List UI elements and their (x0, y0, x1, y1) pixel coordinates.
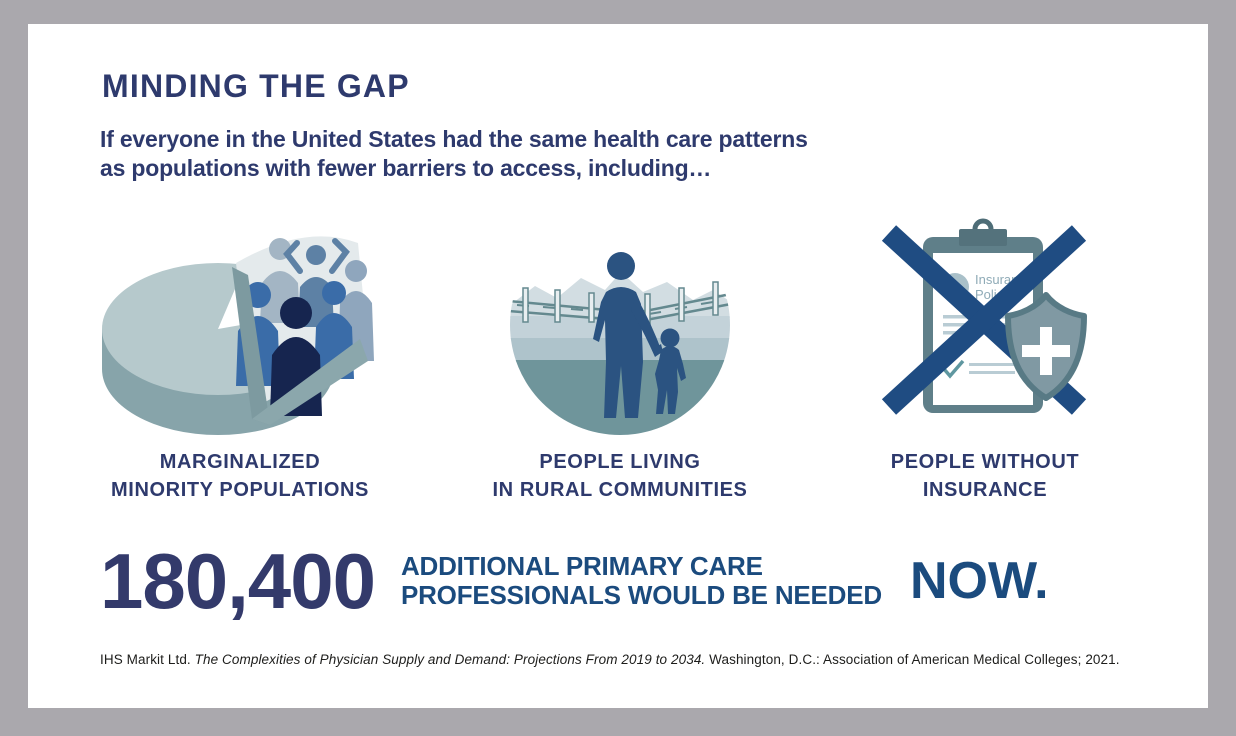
citation-prefix: IHS Markit Ltd. (100, 652, 195, 667)
stat-description: ADDITIONAL PRIMARY CARE PROFESSIONALS WO… (400, 551, 882, 610)
subtitle-line-1: If everyone in the United States had the… (100, 126, 808, 152)
pie-chart-population-slice-icon (102, 235, 376, 435)
child-figure (652, 328, 686, 414)
page-title: MINDING THE GAP (102, 68, 410, 104)
subtitle: If everyone in the United States had the… (100, 125, 808, 183)
rural-landscape-family-icon (510, 215, 730, 435)
statistic-row: 180,400 ADDITIONAL PRIMARY CARE PROFESSI… (100, 542, 1049, 620)
group-label: MARGINALIZED MINORITY POPULATIONS (111, 451, 369, 501)
citation-suffix: Washington, D.C.: Association of America… (705, 652, 1120, 667)
group-marginalized-minority: MARGINALIZED MINORITY POPULATIONS (70, 210, 410, 504)
stat-number: 180,400 (100, 537, 376, 625)
group-label: PEOPLE LIVING IN RURAL COMMUNITIES (492, 451, 748, 501)
fence-left (510, 287, 608, 323)
group-rural-communities: PEOPLE LIVING IN RURAL COMMUNITIES (450, 210, 790, 504)
infographic-card: MINDING THE GAP If everyone in the Unite… (28, 24, 1208, 708)
crossed-out-insurance-policy-icon: Insurance Policy (881, 218, 1087, 415)
adult-figure (593, 252, 662, 418)
citation-italic-title: The Complexities of Physician Supply and… (194, 652, 706, 667)
checkmark-icon (942, 359, 965, 379)
subtitle-line-2: as populations with fewer barriers to ac… (100, 155, 712, 181)
group-label: PEOPLE WITHOUT INSURANCE (890, 451, 1080, 501)
group-without-insurance: Insurance Policy (815, 210, 1155, 504)
stat-emphasis: NOW. (909, 552, 1049, 610)
shield-plus-icon (1005, 292, 1087, 401)
fence-right (634, 281, 730, 327)
citation: IHS Markit Ltd. The Complexities of Phys… (100, 652, 1120, 667)
